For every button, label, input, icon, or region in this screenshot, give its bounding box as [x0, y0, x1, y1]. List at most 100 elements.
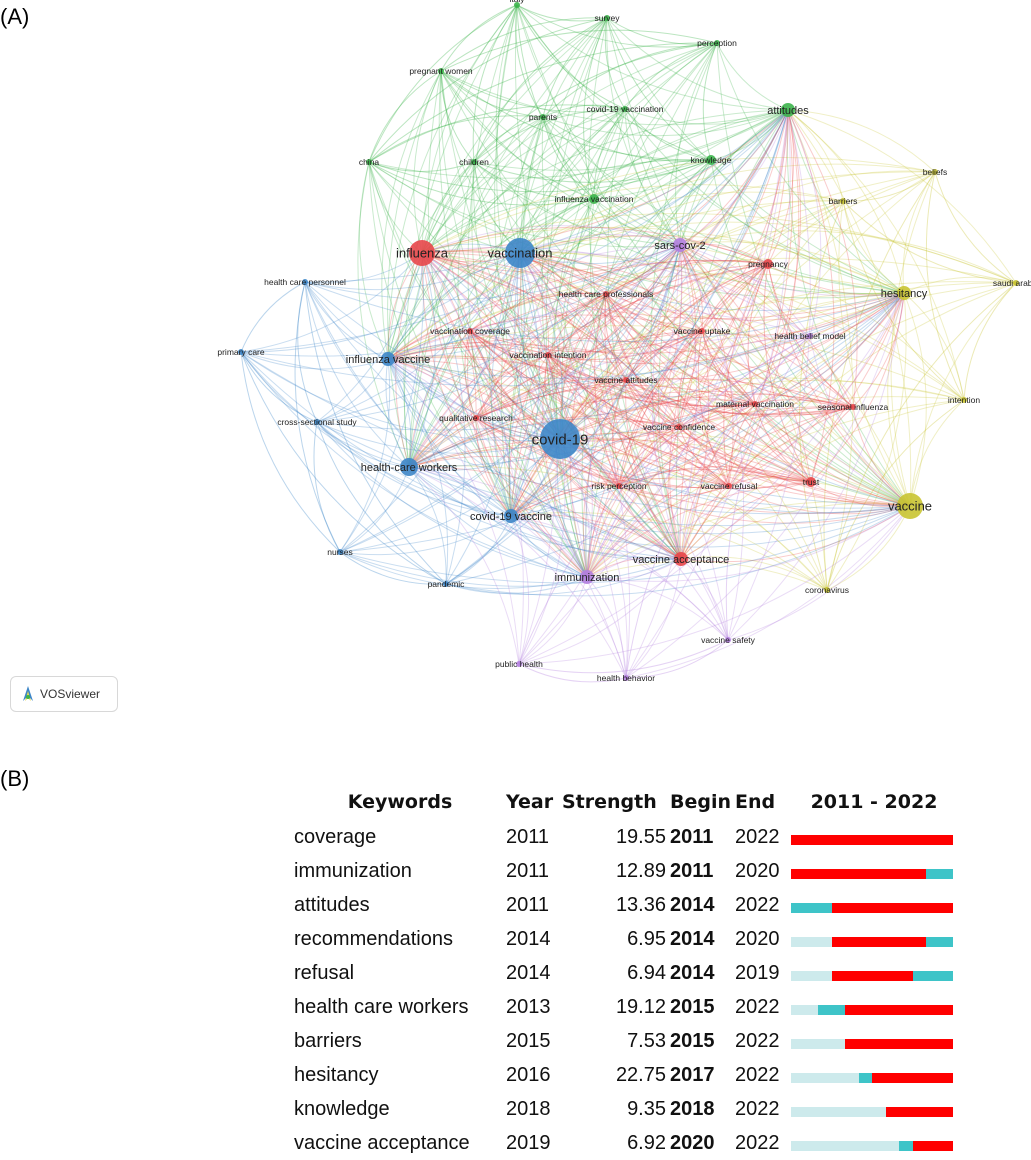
network-link [387, 200, 844, 360]
network-link [395, 252, 423, 468]
network-node [676, 424, 682, 430]
header-keywords: Keywords [347, 791, 453, 813]
network-link [469, 292, 905, 354]
network-link [387, 358, 520, 665]
network-link [316, 421, 561, 454]
network-link [408, 293, 607, 468]
network-link [408, 354, 549, 468]
network-link [679, 244, 710, 560]
network-link [469, 330, 627, 381]
network-link [387, 198, 595, 360]
network-node [807, 333, 813, 339]
network-link [469, 292, 607, 332]
citation-burst-table: Keywords Year Strength Begin End 2011 - … [290, 784, 1020, 1159]
network-link [581, 42, 718, 578]
network-link [494, 4, 588, 578]
burst-active-segment [831, 937, 927, 947]
network-link [559, 437, 730, 487]
network-link [903, 276, 1017, 294]
network-link [605, 293, 812, 483]
network-node-label: coronavirus [805, 585, 849, 595]
network-node [381, 352, 395, 366]
network-link [559, 171, 936, 440]
network-link [316, 252, 423, 423]
network-node [604, 15, 610, 21]
network-node [302, 279, 308, 285]
network-link [728, 406, 854, 487]
network-link [605, 292, 905, 321]
network-link [464, 330, 477, 419]
network-link [519, 221, 1017, 284]
network-link [625, 109, 789, 381]
network-link [625, 379, 680, 428]
network-node [706, 155, 716, 165]
network-link [473, 108, 626, 163]
network-link [625, 244, 681, 381]
network-link [625, 379, 756, 408]
network-link [385, 358, 410, 468]
network-link [408, 466, 682, 560]
network-link [469, 330, 756, 407]
burst-header-row: Keywords Year Strength Begin End 2011 - … [290, 784, 959, 820]
network-link [838, 200, 911, 507]
network-node-label: pandemic [428, 579, 466, 589]
network-node-label: risk perception [591, 481, 647, 491]
network-link [658, 159, 712, 560]
network-link [618, 466, 812, 487]
network-node-label: health belief model [774, 331, 845, 341]
network-link [421, 252, 854, 408]
network-link [475, 252, 522, 419]
network-link [473, 109, 789, 171]
network-link [852, 292, 905, 408]
network-link [445, 505, 911, 597]
network-node [616, 483, 622, 489]
burst-absent-segment [791, 1107, 886, 1117]
network-link [607, 108, 682, 560]
burst-active-segment [831, 971, 913, 981]
network-link [387, 70, 442, 468]
network-link [445, 252, 525, 585]
network-node-label: vaccine attitudes [594, 375, 657, 385]
network-link [604, 293, 682, 560]
network-link [519, 251, 811, 337]
network-link [387, 358, 512, 517]
network-link [313, 421, 341, 553]
network-link [559, 42, 718, 440]
burst-keyword: immunization [294, 859, 412, 882]
network-link [519, 191, 844, 254]
burst-end: 2020 [735, 927, 780, 950]
network-link [473, 161, 905, 295]
burst-strength: 7.53 [627, 1029, 666, 1052]
network-link [625, 379, 682, 560]
panel-a-label: (A) [0, 4, 30, 29]
network-link [826, 292, 907, 591]
network-link [510, 244, 681, 517]
network-link [902, 171, 936, 294]
burst-year: 2016 [506, 1063, 551, 1086]
network-link [586, 576, 627, 679]
network-link [826, 505, 911, 591]
network-link [408, 200, 844, 468]
network-link [586, 505, 911, 582]
network-link [421, 213, 1017, 284]
network-link [586, 263, 769, 578]
network-link [678, 399, 854, 428]
network-link [421, 252, 911, 507]
network-link [518, 663, 627, 683]
network-node [752, 401, 758, 407]
network-link [679, 244, 911, 507]
network-link [547, 293, 607, 356]
network-link [381, 70, 442, 360]
network-link [519, 252, 682, 560]
network-link [475, 378, 627, 419]
network-link [679, 244, 965, 401]
network-link [519, 159, 712, 254]
network-link [519, 252, 905, 311]
network-link [368, 161, 588, 578]
burst-keyword: recommendations [294, 927, 453, 950]
network-link [679, 109, 789, 246]
network-link [421, 246, 811, 337]
network-link [559, 438, 628, 679]
network-link [387, 108, 626, 360]
network-node-label: trust [803, 477, 820, 487]
